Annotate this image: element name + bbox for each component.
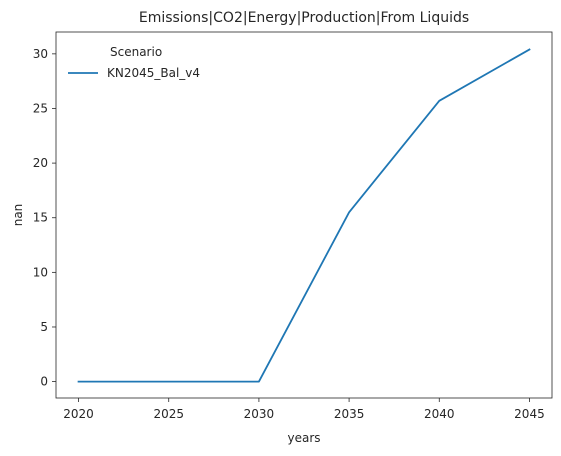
y-tick-label: 10 (33, 265, 48, 279)
y-axis-label: nan (11, 204, 25, 227)
y-tick-label: 15 (33, 211, 48, 225)
y-axis: 0 5 10 15 20 25 30 (33, 47, 56, 389)
x-axis-label: years (287, 431, 320, 445)
y-tick-label: 0 (40, 375, 48, 389)
plot-frame (55, 31, 553, 399)
series-layer (77, 48, 531, 383)
x-tick-label: 2040 (424, 407, 455, 421)
x-tick-label: 2030 (244, 407, 275, 421)
y-tick-label: 30 (33, 47, 48, 61)
x-tick-label: 2020 (63, 407, 94, 421)
legend-entry-label: KN2045_Bal_v4 (107, 66, 200, 80)
chart-title: Emissions|CO2|Energy|Production|From Liq… (139, 10, 469, 26)
y-tick-label: 5 (40, 320, 48, 334)
x-tick-label: 2025 (153, 407, 184, 421)
legend-title: Scenario (110, 45, 162, 59)
y-tick-label: 20 (33, 156, 48, 170)
x-tick-label: 2045 (514, 407, 545, 421)
legend: Scenario KN2045_Bal_v4 (68, 45, 200, 80)
x-axis: 2020 2025 2030 2035 2040 2045 (63, 398, 545, 421)
y-tick-label: 25 (33, 101, 48, 115)
series-line (77, 48, 531, 383)
x-tick-label: 2035 (334, 407, 365, 421)
